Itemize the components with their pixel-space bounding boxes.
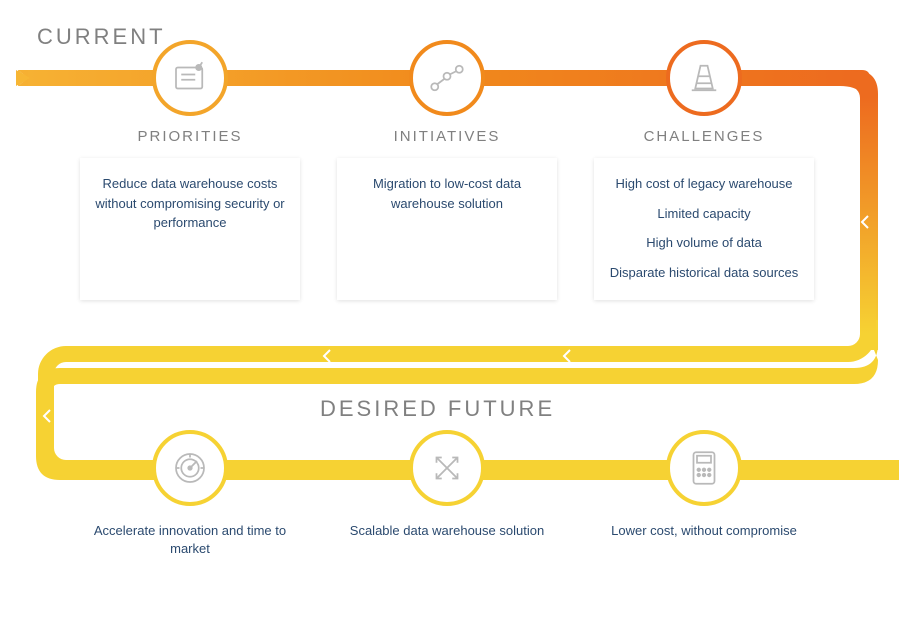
traffic-cone-icon xyxy=(683,57,725,99)
challenges-heading: CHALLENGES xyxy=(594,128,814,145)
challenges-item-1: Limited capacity xyxy=(608,204,800,224)
challenges-item-2: High volume of data xyxy=(608,233,800,253)
challenges-item-0: High cost of legacy warehouse xyxy=(608,174,800,194)
initiatives-card: Migration to low-cost data warehouse sol… xyxy=(337,158,557,300)
future-circle-1 xyxy=(409,430,485,506)
future-label-0: Accelerate innovation and time to market xyxy=(90,522,290,558)
calculator-icon xyxy=(683,447,725,489)
initiatives-circle xyxy=(409,40,485,116)
gauge-icon xyxy=(169,447,211,489)
future-label-1: Scalable data warehouse solution xyxy=(347,522,547,540)
future-title: DESIRED FUTURE xyxy=(320,396,555,422)
future-circle-2 xyxy=(666,430,742,506)
priorities-card: Reduce data warehouse costs without comp… xyxy=(80,158,300,300)
challenges-circle xyxy=(666,40,742,116)
initiatives-heading: INITIATIVES xyxy=(337,128,557,145)
challenges-item-3: Disparate historical data sources xyxy=(608,263,800,283)
expand-arrows-icon xyxy=(426,447,468,489)
priorities-circle xyxy=(152,40,228,116)
challenges-card: High cost of legacy warehouse Limited ca… xyxy=(594,158,814,300)
line-nodes-icon xyxy=(426,57,468,99)
priorities-heading: PRIORITIES xyxy=(80,128,300,145)
future-label-2: Lower cost, without compromise xyxy=(604,522,804,540)
pinned-note-icon xyxy=(169,57,211,99)
initiatives-item: Migration to low-cost data warehouse sol… xyxy=(351,174,543,213)
priorities-item: Reduce data warehouse costs without comp… xyxy=(94,174,286,233)
future-circle-0 xyxy=(152,430,228,506)
